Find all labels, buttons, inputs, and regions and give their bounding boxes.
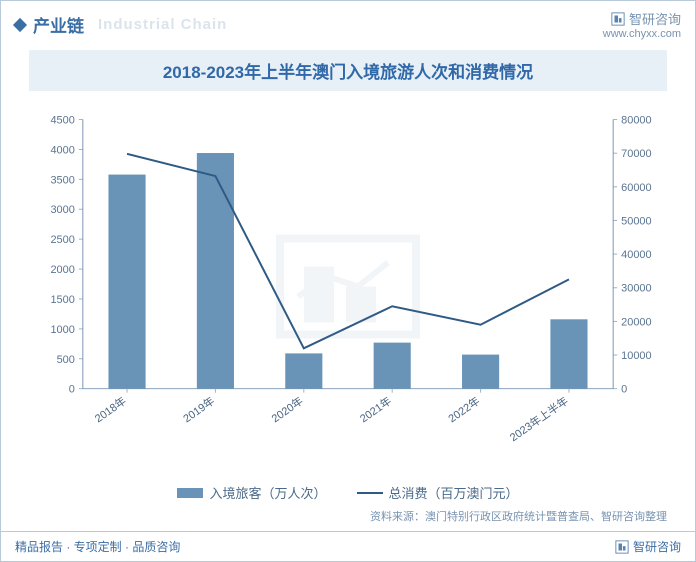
svg-text:0: 0 bbox=[621, 384, 627, 396]
footer-brand: 智研咨询 bbox=[633, 538, 681, 555]
svg-text:10000: 10000 bbox=[621, 350, 651, 362]
svg-text:60000: 60000 bbox=[621, 182, 651, 194]
legend-bar-item: 入境旅客（万人次） bbox=[177, 483, 326, 502]
legend-line-swatch bbox=[357, 492, 383, 494]
svg-text:500: 500 bbox=[57, 354, 75, 366]
svg-text:2021年: 2021年 bbox=[357, 394, 394, 426]
svg-text:1000: 1000 bbox=[50, 324, 74, 336]
legend-bar-swatch bbox=[177, 488, 203, 498]
section-ghost: Industrial Chain bbox=[98, 16, 227, 33]
footer-right: 智研咨询 bbox=[615, 538, 681, 555]
svg-text:3500: 3500 bbox=[50, 174, 74, 186]
svg-text:3000: 3000 bbox=[50, 204, 74, 216]
combo-chart: 0 500 1000 1500 2000 2500 3000 3500 4000 4500 0 10… bbox=[29, 99, 667, 479]
svg-text:20000: 20000 bbox=[621, 316, 651, 328]
svg-text:2018年: 2018年 bbox=[92, 394, 129, 426]
legend-line-label: 总消费（百万澳门元） bbox=[389, 483, 519, 502]
footer: 精品报告 · 专项定制 · 品质咨询 智研咨询 bbox=[1, 531, 695, 561]
brand-row: 智研咨询 bbox=[611, 9, 681, 28]
svg-text:2019年: 2019年 bbox=[180, 394, 217, 426]
header: 产业链 Industrial Chain 智研咨询 www.chyxx.com bbox=[1, 1, 695, 46]
svg-text:40000: 40000 bbox=[621, 249, 651, 261]
brand-name: 智研咨询 bbox=[629, 9, 681, 28]
chart-area: 0 500 1000 1500 2000 2500 3000 3500 4000 4500 0 10… bbox=[29, 99, 667, 479]
page: 产业链 Industrial Chain 智研咨询 www.chyxx.com … bbox=[0, 0, 696, 562]
brand-url: www.chyxx.com bbox=[603, 28, 681, 40]
svg-text:2023年上半年: 2023年上半年 bbox=[507, 394, 571, 445]
svg-text:80000: 80000 bbox=[621, 115, 651, 127]
svg-text:50000: 50000 bbox=[621, 215, 651, 227]
svg-text:4000: 4000 bbox=[50, 144, 74, 156]
legend: 入境旅客（万人次） 总消费（百万澳门元） bbox=[1, 483, 695, 502]
chart-title: 2018-2023年上半年澳门入境旅游人次和消费情况 bbox=[29, 50, 667, 91]
section-title: 产业链 bbox=[33, 12, 84, 37]
header-right: 智研咨询 www.chyxx.com bbox=[603, 9, 681, 40]
footer-left: 精品报告 · 专项定制 · 品质咨询 bbox=[15, 538, 180, 555]
diamond-icon bbox=[13, 17, 27, 31]
svg-text:0: 0 bbox=[69, 384, 75, 396]
brand-icon bbox=[611, 12, 625, 26]
svg-text:1500: 1500 bbox=[50, 294, 74, 306]
header-left: 产业链 Industrial Chain bbox=[15, 12, 227, 37]
svg-text:2500: 2500 bbox=[50, 234, 74, 246]
svg-text:70000: 70000 bbox=[621, 148, 651, 160]
legend-line-item: 总消费（百万澳门元） bbox=[357, 483, 519, 502]
svg-text:2022年: 2022年 bbox=[445, 394, 482, 426]
svg-text:2000: 2000 bbox=[50, 264, 74, 276]
footer-brand-icon bbox=[615, 540, 629, 554]
svg-text:4500: 4500 bbox=[50, 115, 74, 127]
legend-bar-label: 入境旅客（万人次） bbox=[209, 483, 326, 502]
source-note: 资料来源：澳门特别行政区政府统计暨普查局、智研咨询整理 bbox=[1, 508, 695, 524]
svg-text:30000: 30000 bbox=[621, 283, 651, 295]
svg-text:2020年: 2020年 bbox=[269, 394, 306, 426]
